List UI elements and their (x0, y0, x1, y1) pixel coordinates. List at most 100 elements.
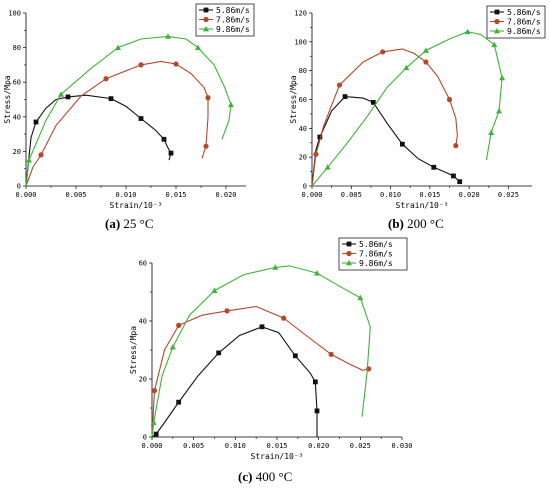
panel-caption: (b) 200 °C (388, 216, 444, 231)
y-tick-label: 0 (17, 183, 21, 191)
y-tick-label: 60 (299, 96, 307, 104)
data-point-marker (403, 64, 410, 71)
y-tick-label: 20 (299, 154, 307, 162)
data-point-marker (292, 353, 298, 359)
x-tick-label: 0.030 (391, 442, 412, 450)
legend-label: 9.86m/s (359, 259, 393, 268)
data-point-marker (205, 95, 211, 101)
data-point-marker (496, 108, 502, 114)
legend-swatch-marker (494, 28, 500, 34)
panel-caption-temperature: 25 °C (120, 216, 153, 231)
panel-caption: (a) 25 °C (105, 216, 154, 231)
series-3 (25, 33, 234, 187)
series-line (311, 48, 458, 187)
data-point-marker (108, 96, 114, 102)
data-point-marker (399, 141, 405, 147)
data-point-marker (26, 157, 32, 163)
data-point-marker (380, 49, 386, 55)
y-tick-label: 40 (13, 113, 21, 121)
data-point-marker (324, 164, 331, 170)
x-tick-label: 0.015 (165, 191, 186, 199)
data-point-marker (431, 164, 437, 170)
series-2 (151, 305, 372, 438)
data-point-marker (272, 264, 279, 270)
legend: 5.86m/s7.86m/s9.86m/s (195, 3, 255, 37)
legend-label: 7.86m/s (359, 249, 393, 258)
x-tick-label: 0.025 (350, 442, 371, 450)
data-point-marker (446, 96, 453, 103)
data-point-marker (228, 101, 234, 108)
data-point-marker (281, 315, 287, 321)
x-tick-label: 0.015 (419, 191, 440, 199)
y-tick-label: 100 (294, 38, 307, 46)
data-point-marker (216, 350, 222, 356)
legend-label: 7.86m/s (507, 17, 541, 26)
legend-swatch-marker (494, 18, 500, 25)
x-tick-label: 0.005 (65, 191, 86, 199)
x-tick-label: 0.010 (380, 191, 401, 199)
chart-panel-3: 0.000 0.005 0.010 0.015 0.020 0.025 0.030 0 20 40… (129, 237, 413, 484)
x-tick-label: 0.000 (301, 191, 322, 199)
x-axis-label: Strain/10⁻³ (110, 201, 163, 210)
data-point-marker (176, 399, 182, 405)
data-point-marker (38, 152, 44, 158)
legend-swatch-marker (346, 250, 352, 257)
data-point-marker (176, 322, 182, 328)
series-line (25, 60, 209, 187)
data-point-marker (499, 74, 506, 81)
legend: 5.86m/s7.86m/s9.86m/s (486, 5, 546, 39)
legend-label: 5.86m/s (359, 240, 393, 249)
y-tick-label: 0 (143, 434, 147, 442)
chart-panel-1: 0.000 0.005 0.010 0.015 0.020 0 20 40 60 80 100 Str… (3, 3, 255, 231)
x-tick-label: 0.020 (215, 191, 236, 199)
series-line (25, 35, 232, 187)
y-tick-label: 60 (139, 260, 147, 268)
x-tick-label: 0.005 (341, 191, 362, 199)
legend-swatch-marker (494, 9, 500, 15)
legend-label: 9.86m/s (507, 27, 541, 36)
y-tick-label: 100 (8, 10, 21, 18)
data-point-marker (259, 324, 265, 330)
data-point-marker (328, 351, 334, 357)
data-point-marker (165, 33, 171, 39)
panel-caption-letter: (c) (238, 469, 252, 484)
data-point-marker (314, 408, 320, 414)
data-point-marker (342, 94, 348, 100)
y-tick-label: 80 (13, 44, 21, 52)
y-tick-label: 20 (139, 376, 147, 384)
legend: 5.86m/s7.86m/s9.86m/s (338, 237, 408, 271)
legend-label: 5.86m/s (216, 6, 250, 15)
y-axis-label: Stress/Mpa (289, 75, 298, 123)
series-line (151, 326, 318, 438)
x-axis-label: Strain/10⁻³ (251, 452, 304, 461)
series-line (151, 265, 371, 438)
data-point-marker (211, 287, 218, 293)
legend-swatch-marker (346, 241, 352, 247)
series-2 (311, 48, 459, 187)
x-tick-label: 0.000 (15, 191, 36, 199)
data-point-marker (153, 431, 159, 437)
series-1 (151, 324, 320, 438)
panel-caption-letter: (b) (388, 216, 404, 231)
y-tick-label: 80 (299, 67, 307, 75)
series-3 (150, 264, 371, 438)
legend-label: 9.86m/s (216, 25, 250, 34)
x-axis-label: Strain/10⁻³ (396, 201, 449, 210)
data-point-marker (65, 94, 71, 100)
x-tick-label: 0.010 (115, 191, 136, 199)
data-point-marker (103, 76, 109, 82)
x-tick-label: 0.010 (225, 442, 246, 450)
data-point-marker (150, 419, 157, 425)
data-point-marker (138, 62, 144, 68)
data-point-marker (161, 136, 167, 142)
data-point-marker (224, 308, 230, 314)
x-tick-label: 0.015 (266, 442, 287, 450)
y-axis-label: Stress/Mpa (129, 326, 138, 374)
data-point-marker (138, 116, 144, 121)
x-tick-label: 0.025 (498, 191, 519, 199)
data-point-marker (195, 44, 201, 50)
y-axis-label: Stress/Mpa (3, 75, 12, 123)
legend-label: 5.86m/s (507, 8, 541, 17)
series-line (151, 305, 371, 438)
